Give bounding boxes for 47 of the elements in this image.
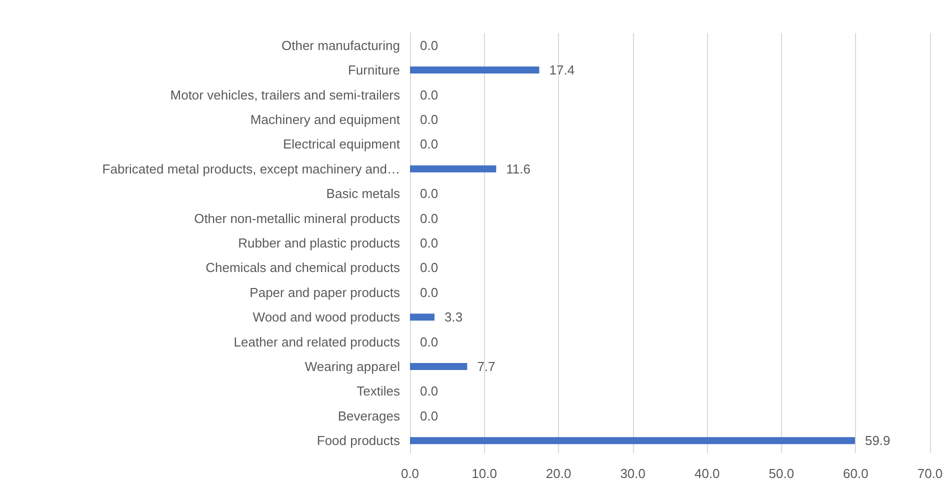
bar	[410, 165, 496, 172]
y-tick-label: Food products	[316, 433, 400, 448]
y-tick-label: Motor vehicles, trailers and semi-trailers	[170, 87, 400, 102]
x-tick-label: 20.0	[546, 466, 572, 481]
y-tick-label: Other non-metallic mineral products	[194, 210, 400, 226]
x-tick-label: 10.0	[472, 466, 497, 481]
y-tick-label: Chemicals and chemical products	[206, 260, 400, 276]
y-tick-label: Electrical equipment	[282, 136, 400, 152]
x-tick-label: 40.0	[694, 466, 720, 481]
y-tick-label: Paper and paper products	[250, 284, 400, 300]
bar	[410, 314, 435, 321]
data-label: 59.9	[864, 433, 890, 448]
data-label: 0.0	[420, 284, 438, 300]
data-label: 0.0	[420, 210, 438, 226]
y-tick-label: Basic metals	[326, 186, 400, 202]
x-tick-label: 60.0	[843, 466, 868, 481]
bar	[410, 437, 855, 444]
y-tick-label: Leather and related products	[234, 334, 400, 350]
data-label: 7.7	[477, 359, 496, 374]
data-label: 0.0	[420, 136, 438, 152]
y-tick-label: Beverages	[338, 408, 400, 424]
data-label: 0.0	[420, 260, 438, 276]
y-tick-label: Fabricated metal products, except machinery and…	[102, 161, 400, 176]
bar	[410, 66, 540, 74]
y-tick-label: Rubber and plastic products	[238, 236, 400, 250]
y-tick-label: Furniture	[348, 62, 400, 78]
y-tick-label: Textiles	[356, 384, 400, 399]
data-label: 0.0	[420, 87, 438, 102]
data-label: 11.6	[506, 161, 531, 176]
x-tick-label: 50.0	[768, 466, 794, 481]
y-tick-label: Wearing apparel	[304, 359, 400, 374]
x-tick-label: 30.0	[620, 466, 646, 481]
y-tick-label: Other manufacturing	[281, 38, 400, 53]
data-label: 0.0	[420, 384, 438, 399]
bar	[410, 363, 468, 370]
x-tick-label: 0.0	[400, 466, 420, 481]
data-label: 3.3	[444, 310, 463, 325]
y-tick-label: Wood and wood products	[252, 310, 400, 325]
data-label: 0.0	[420, 408, 438, 424]
data-label: 0.0	[420, 334, 438, 350]
data-label: 0.0	[420, 38, 438, 53]
data-label: 0.0	[420, 236, 438, 250]
x-tick-label: 70.0	[917, 466, 943, 481]
data-label: 17.4	[549, 62, 575, 78]
data-label: 0.0	[420, 186, 438, 202]
data-label: 0.0	[420, 112, 438, 127]
y-tick-label: Machinery and equipment	[250, 112, 400, 127]
